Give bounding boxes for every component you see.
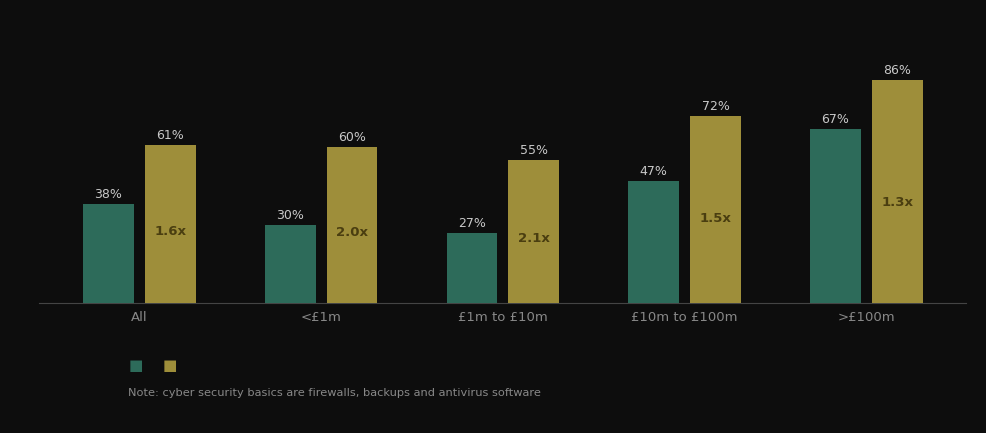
Bar: [509, 160, 559, 303]
Text: ■: ■: [163, 358, 177, 373]
Text: 86%: 86%: [883, 64, 911, 77]
Text: 61%: 61%: [157, 129, 184, 142]
Bar: [83, 204, 134, 303]
Bar: [690, 116, 740, 303]
Text: Note: cyber security basics are firewalls, backups and antivirus software: Note: cyber security basics are firewall…: [128, 388, 541, 398]
Text: 47%: 47%: [640, 165, 668, 178]
Text: 1.3x: 1.3x: [881, 196, 913, 209]
Text: 30%: 30%: [276, 209, 304, 222]
Text: 1.5x: 1.5x: [699, 213, 732, 226]
Bar: [145, 145, 196, 303]
Bar: [872, 80, 923, 303]
Text: 27%: 27%: [458, 217, 486, 230]
Bar: [326, 147, 378, 303]
Text: 60%: 60%: [338, 131, 366, 144]
Text: 1.6x: 1.6x: [154, 225, 186, 238]
Text: 72%: 72%: [702, 100, 730, 113]
Bar: [447, 233, 497, 303]
Bar: [265, 225, 316, 303]
Text: 38%: 38%: [95, 188, 122, 201]
Text: 2.0x: 2.0x: [336, 226, 368, 239]
Bar: [628, 181, 679, 303]
Bar: [810, 129, 861, 303]
Text: 55%: 55%: [520, 144, 548, 157]
Text: ■: ■: [128, 358, 143, 373]
Text: 2.1x: 2.1x: [518, 232, 549, 246]
Text: 67%: 67%: [821, 113, 849, 126]
